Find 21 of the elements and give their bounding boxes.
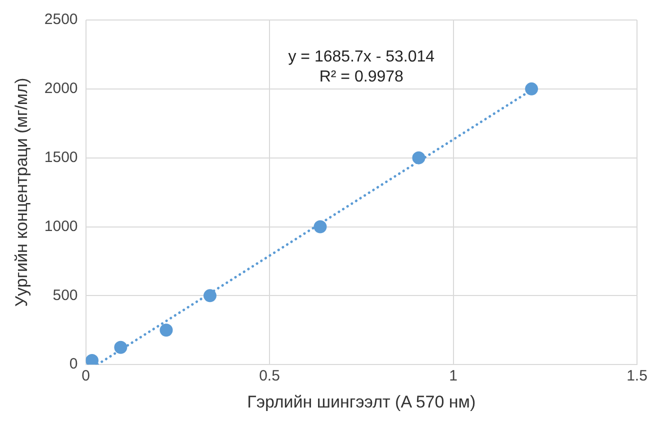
point [160, 324, 173, 337]
y-tick-label: 0 [69, 356, 78, 373]
annotation: R² = 0.9978 [319, 68, 404, 86]
point [203, 289, 216, 302]
point [86, 354, 99, 365]
y-tick-label: 1500 [44, 148, 78, 166]
x-tick-label: 0.5 [259, 368, 280, 385]
y-tick-label: 2000 [44, 80, 78, 98]
y-axis-title: Уургийн концентраци (мг/мл) [12, 78, 31, 307]
point [412, 151, 426, 164]
y-tick-label: 500 [52, 286, 78, 304]
point [314, 220, 327, 234]
x-axis-title: Гэрлийн шингээлт (A 570 нм) [247, 392, 476, 412]
x-tick-label: 1 [449, 368, 458, 385]
x-tick-label: 1.5 [626, 368, 648, 385]
x-tick-label: 0 [82, 368, 90, 385]
y-tick-label: 1000 [44, 218, 78, 235]
point [114, 340, 128, 354]
y-tick-label: 2500 [44, 11, 78, 28]
point [525, 82, 538, 96]
annotation: y = 1685.7x - 53.014 [288, 48, 435, 66]
